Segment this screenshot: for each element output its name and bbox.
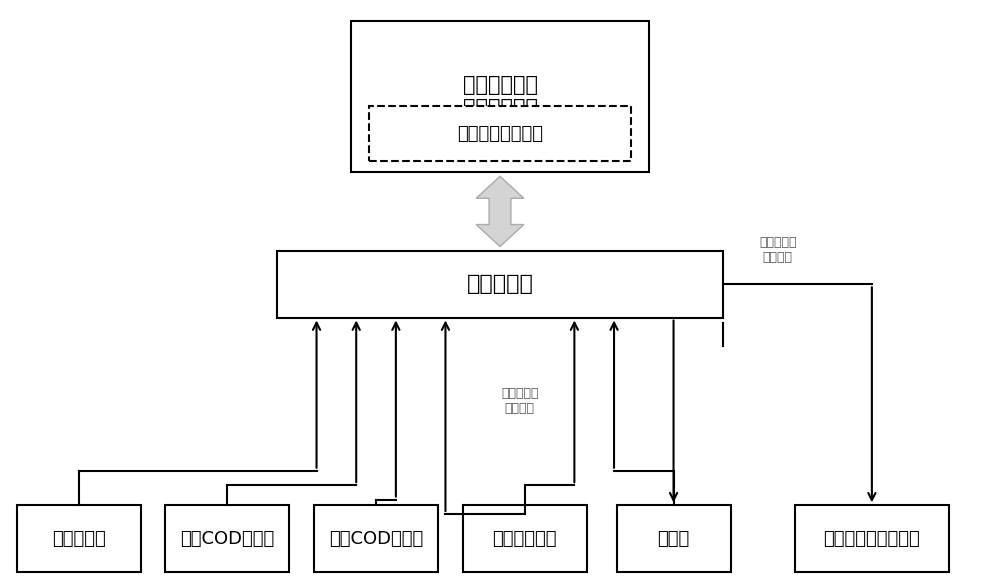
Text: 进水流量计: 进水流量计: [52, 530, 105, 547]
Bar: [369, 105, 631, 161]
Text: 进水COD检测仪: 进水COD检测仪: [180, 530, 274, 547]
Bar: [277, 251, 723, 318]
Bar: [795, 505, 949, 572]
Text: 鼓风机频率
输出信号: 鼓风机频率 输出信号: [759, 236, 796, 264]
Bar: [351, 22, 649, 172]
Polygon shape: [476, 176, 524, 247]
Text: 上位监控系统
（组态软件）: 上位监控系统 （组态软件）: [463, 75, 538, 118]
Bar: [17, 505, 141, 572]
Text: 运行决策支持系统: 运行决策支持系统: [457, 124, 543, 142]
Bar: [314, 505, 438, 572]
Text: 出水COD检测仪: 出水COD检测仪: [329, 530, 423, 547]
Text: 鼓风机启闭控制装置: 鼓风机启闭控制装置: [824, 530, 920, 547]
Bar: [463, 505, 587, 572]
Text: 智能控制器: 智能控制器: [467, 274, 533, 294]
Bar: [617, 505, 731, 572]
Text: 其他过程仪表: 其他过程仪表: [493, 530, 557, 547]
Text: 鼓风机频率
输入信号: 鼓风机频率 输入信号: [501, 387, 539, 415]
Bar: [165, 505, 289, 572]
Text: 鼓风机: 鼓风机: [657, 530, 690, 547]
